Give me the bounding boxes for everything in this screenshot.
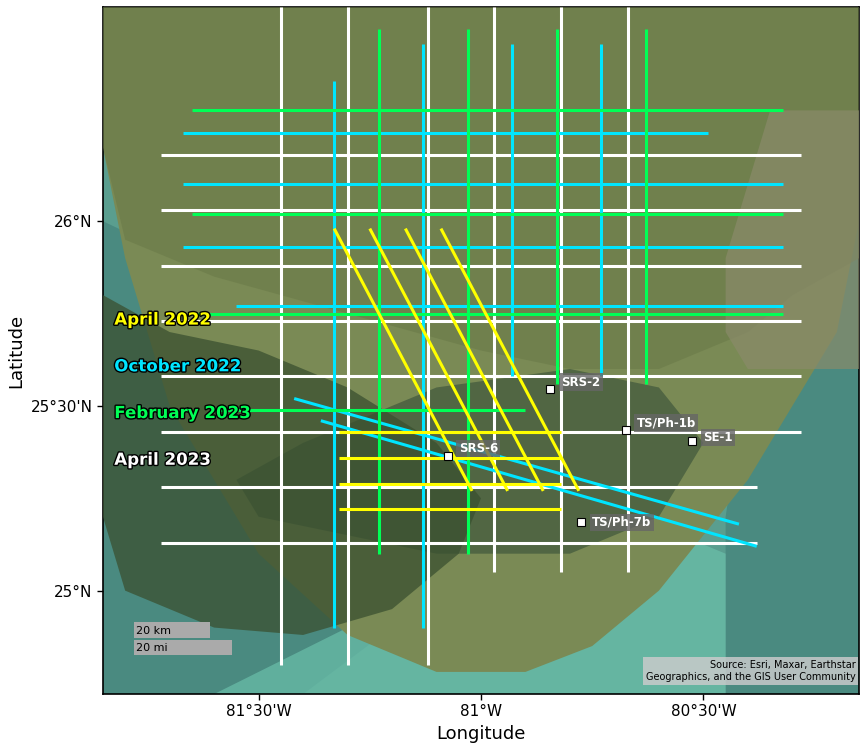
Text: TS/Ph-1b: TS/Ph-1b <box>637 416 696 429</box>
Polygon shape <box>214 517 726 694</box>
Polygon shape <box>103 295 481 635</box>
Polygon shape <box>726 7 859 694</box>
Text: 20 km: 20 km <box>136 626 171 636</box>
Text: April 2023: April 2023 <box>114 451 210 469</box>
Text: SRS-2: SRS-2 <box>561 376 600 388</box>
X-axis label: Longitude: Longitude <box>436 725 526 743</box>
Text: SRS-6: SRS-6 <box>459 442 498 455</box>
Bar <box>134 622 210 638</box>
Text: February 2023: February 2023 <box>114 404 250 422</box>
Polygon shape <box>103 7 859 672</box>
Text: April 2022: April 2022 <box>114 310 210 328</box>
Polygon shape <box>236 369 703 554</box>
Text: SE-1: SE-1 <box>703 431 733 444</box>
Y-axis label: Latitude: Latitude <box>7 314 25 388</box>
Polygon shape <box>103 7 859 369</box>
Text: 20 mi: 20 mi <box>136 644 168 653</box>
Text: October 2022: October 2022 <box>114 357 242 375</box>
Polygon shape <box>103 221 436 694</box>
Text: TS/Ph-7b: TS/Ph-7b <box>592 516 651 529</box>
Polygon shape <box>726 110 859 369</box>
Bar <box>134 640 232 656</box>
Text: Source: Esri, Maxar, Earthstar
Geographics, and the GIS User Community: Source: Esri, Maxar, Earthstar Geographi… <box>645 660 856 682</box>
